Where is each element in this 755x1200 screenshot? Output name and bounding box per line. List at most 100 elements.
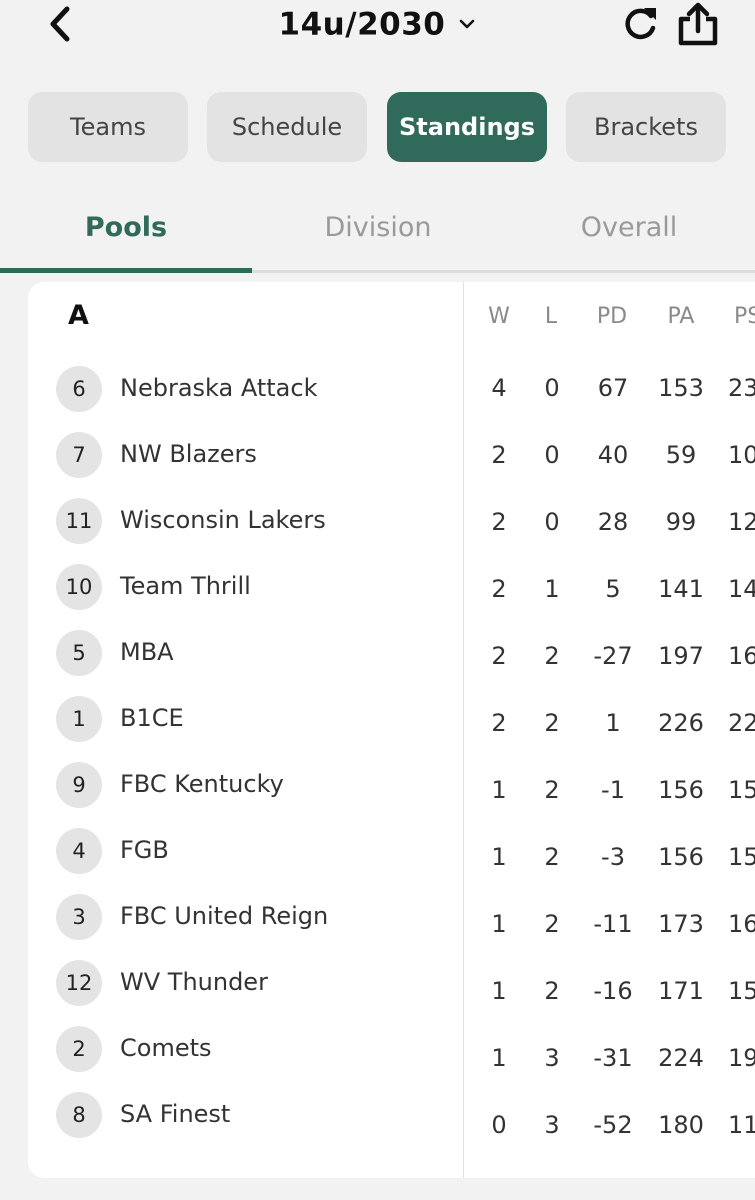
cell-w: 0 [491,1111,507,1139]
table-row[interactable]: 5 MBA 2 2 -27 197 16 [0,0,755,676]
cell-pa: 224 [658,1044,704,1072]
cell-pd: 1 [605,709,621,737]
top-bar: 14u/2030 [0,0,755,70]
cell-l: 2 [544,709,560,737]
team-name[interactable]: MBA [120,638,174,666]
active-tab-indicator [0,268,252,273]
cell-ps: 12 [728,508,755,536]
table-row[interactable]: 11 Wisconsin Lakers 2 0 28 99 12 [0,0,755,544]
header-pa[interactable]: PA [667,304,695,329]
cell-ps: 15 [728,843,755,871]
cell-pa: 156 [658,776,704,804]
table-row[interactable]: 3 FBC United Reign 1 2 -11 173 16 [0,0,755,940]
seed-badge: 1 [56,696,102,742]
cell-ps: 23 [728,374,755,402]
cell-ps: 16 [728,910,755,938]
team-name[interactable]: Team Thrill [120,572,251,600]
cell-pd: -16 [593,977,633,1005]
seed-badge: 10 [56,564,102,610]
team-name[interactable]: FBC United Reign [120,902,329,930]
cell-l: 2 [544,843,560,871]
team-name[interactable]: SA Finest [120,1100,231,1128]
refresh-icon [625,8,656,40]
team-name[interactable]: Comets [120,1034,212,1062]
cell-w: 1 [491,910,507,938]
cell-pa: 173 [658,910,704,938]
share-icon [678,2,718,46]
cell-ps: 15 [728,977,755,1005]
header-l[interactable]: L [544,304,558,329]
table-row[interactable]: 2 Comets 1 3 -31 224 19 [0,0,755,1072]
cell-w: 1 [491,776,507,804]
team-name[interactable]: Wisconsin Lakers [120,506,326,534]
cell-pd: 5 [605,575,621,603]
cell-ps: 15 [728,776,755,804]
cell-w: 1 [491,843,507,871]
cell-pd: -1 [601,776,625,804]
cell-l: 2 [544,642,560,670]
chevron-left-icon [50,6,70,42]
cell-pd: -11 [593,910,633,938]
segment-schedule[interactable]: Schedule [207,92,367,162]
cell-w: 4 [491,374,507,402]
team-name[interactable]: FBC Kentucky [120,770,284,798]
team-name[interactable]: FGB [120,836,169,864]
division-selector[interactable]: 14u/2030 [0,2,755,46]
cell-w: 2 [491,709,507,737]
cell-pa: 156 [658,843,704,871]
column-divider [463,282,464,1178]
cell-ps: 114 [728,1111,755,1139]
cell-w: 1 [491,1044,507,1072]
table-row[interactable]: 4 FGB 1 2 -3 156 15 [0,0,755,874]
seed-badge: 6 [56,366,102,412]
cell-w: 2 [491,441,507,469]
cell-pa: 180 [658,1111,704,1139]
segment-teams[interactable]: Teams [28,92,188,162]
header-ps[interactable]: PS [734,304,755,329]
cell-w: 2 [491,642,507,670]
cell-w: 1 [491,977,507,1005]
seed-badge: 7 [56,432,102,478]
table-row[interactable]: 12 WV Thunder 1 2 -16 171 15 [0,0,755,1006]
cell-pa: 59 [665,441,697,469]
cell-pa: 171 [658,977,704,1005]
team-name[interactable]: NW Blazers [120,440,257,468]
segment-standings[interactable]: Standings [387,92,547,162]
cell-ps: 16 [728,642,755,670]
segment-brackets[interactable]: Brackets [566,92,726,162]
cell-pd: -52 [593,1111,633,1139]
seed-badge: 5 [56,630,102,676]
cell-pd: 40 [597,441,629,469]
team-name[interactable]: WV Thunder [120,968,268,996]
table-row[interactable]: 7 NW Blazers 2 0 40 59 10 [0,0,755,478]
cell-pd: 67 [597,374,629,402]
tab-pools[interactable]: Pools [84,212,168,243]
refresh-button[interactable] [618,2,662,46]
seed-badge: 12 [56,960,102,1006]
seed-badge: 2 [56,1026,102,1072]
table-row[interactable]: 1 B1CE 2 2 1 226 22 [0,0,755,742]
cell-pa: 99 [665,508,697,536]
cell-w: 2 [491,575,507,603]
table-row[interactable]: 9 FBC Kentucky 1 2 -1 156 15 [0,0,755,808]
header-w[interactable]: W [488,304,510,329]
back-button[interactable] [40,4,80,44]
tab-division[interactable]: Division [324,212,432,243]
team-name[interactable]: Nebraska Attack [120,374,318,402]
table-row[interactable]: 10 Team Thrill 2 1 5 141 14 [0,0,755,610]
cell-ps: 14 [728,575,755,603]
standings-card [28,282,755,1178]
table-row[interactable]: 6 Nebraska Attack 4 0 67 153 23 [0,0,755,412]
cell-pa: 197 [658,642,704,670]
tab-overall[interactable]: Overall [580,212,678,243]
chevron-down-icon [458,3,476,47]
cell-ps: 10 [728,441,755,469]
team-name[interactable]: B1CE [120,704,184,732]
cell-l: 0 [544,374,560,402]
header-pd[interactable]: PD [596,304,628,329]
cell-l: 3 [544,1111,560,1139]
share-button[interactable] [674,0,722,48]
cell-l: 2 [544,910,560,938]
seed-badge: 3 [56,894,102,940]
